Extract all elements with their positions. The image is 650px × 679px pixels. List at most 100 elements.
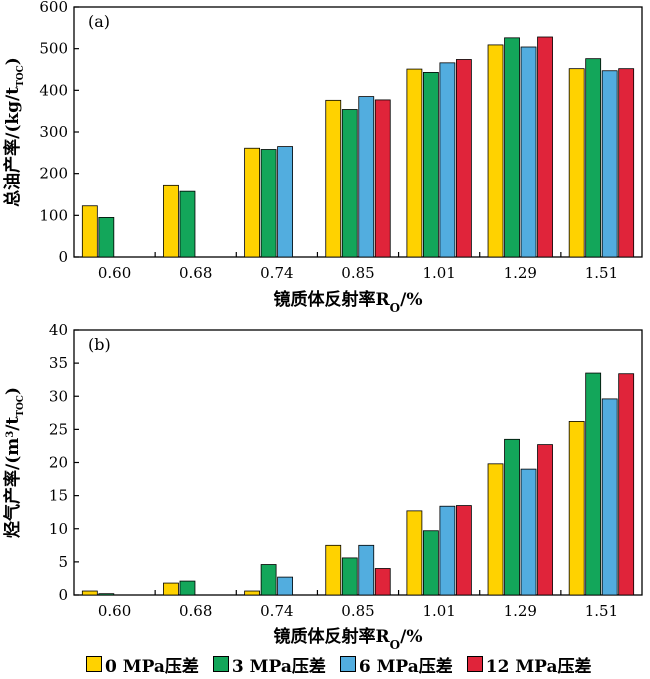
x-tick-label-b-0-68: 0.68	[179, 602, 212, 620]
bar-a-12-mpa-0-85	[374, 99, 391, 258]
bar-b-3-mpa-1-01	[422, 530, 439, 596]
bar-a-6-mpa-1-29	[520, 46, 537, 258]
bar-a-3-mpa-0-74	[260, 149, 277, 258]
bar-a-6-mpa-1-01	[439, 62, 456, 258]
bar-b-12-mpa-1-01	[455, 505, 472, 596]
y-tick-label-b-30: 30	[49, 387, 68, 405]
x-tick-label-a-1-51: 1.51	[585, 264, 618, 282]
legend: 0 MPa压差 3 MPa压差 6 MPa压差 12 MPa压差	[86, 652, 592, 677]
x-tick-label-a-0-74: 0.74	[260, 264, 293, 282]
x-tick-label-a-1-01: 1.01	[422, 264, 455, 282]
bar-b-0-mpa-1-51	[568, 421, 585, 596]
bar-b-6-mpa-1-29	[520, 468, 537, 596]
y-tick-label-b-10: 10	[49, 520, 68, 538]
y-axis-label-b: 烃气产率/(m3/tTOC)	[2, 387, 26, 538]
bar-b-0-mpa-1-29	[487, 463, 504, 596]
bar-a-12-mpa-1-51	[618, 68, 635, 258]
bar-a-0-mpa-0-74	[244, 147, 261, 258]
y-tick-label-b-35: 35	[49, 354, 68, 372]
legend-item-3mpa: 3 MPa压差	[212, 652, 326, 677]
x-tick-label-b-1-01: 1.01	[422, 602, 455, 620]
legend-swatch-6mpa	[339, 656, 356, 672]
bar-a-3-mpa-0-85	[341, 109, 358, 258]
plot-frame-b	[73, 329, 643, 596]
bar-b-0-mpa-0-85	[325, 544, 342, 596]
panel-b-chart: 0 5 10 15 20 25 30 35 40 0.60 0.68 0.74 0.85 1.01 1.29…	[2, 321, 643, 650]
bar-a-0-mpa-0-85	[325, 99, 342, 258]
legend-swatch-0mpa	[86, 656, 102, 672]
x-tick-label-a-0-68: 0.68	[179, 264, 212, 282]
bar-b-12-mpa-1-51	[618, 373, 635, 596]
bar-a-0-mpa-1-01	[406, 68, 423, 258]
y-axis-label-a: 总油产率/(kg/tTOC)	[2, 57, 26, 207]
bar-a-0-mpa-1-51	[568, 68, 585, 258]
legend-label-0mpa: 0 MPa压差	[105, 656, 199, 677]
legend-swatch-3mpa	[212, 656, 229, 672]
x-tick-label-a-1-29: 1.29	[504, 264, 537, 282]
legend-swatch-12mpa	[466, 656, 483, 672]
y-tick-label-b-25: 25	[49, 420, 68, 438]
legend-label-6mpa: 6 MPa压差	[358, 656, 453, 677]
x-tick-label-a-0-60: 0.60	[98, 264, 131, 282]
y-tick-label-a-300: 300	[39, 123, 68, 141]
bar-a-3-mpa-1-29	[504, 37, 520, 258]
bar-b-3-mpa-0-85	[341, 557, 358, 596]
bar-a-3-mpa-1-51	[585, 58, 602, 258]
y-tick-label-a-200: 200	[39, 165, 68, 183]
bar-b-3-mpa-0-74	[260, 564, 277, 596]
legend-item-12mpa: 12 MPa压差	[466, 652, 592, 677]
bar-a-0-mpa-0-68	[163, 184, 179, 258]
x-axis-label-a: 镜质体反射率RO/%	[274, 289, 423, 315]
panel-label-b: (b)	[88, 335, 111, 354]
legend-item-6mpa: 6 MPa压差	[339, 652, 453, 677]
x-tick-label-b-1-51: 1.51	[585, 602, 618, 620]
panel-a-chart: 0 100 200 300 400 500 600 0.60 0.68 0.74 0.85 1.01 1…	[2, 0, 643, 315]
y-tick-label-b-15: 15	[49, 487, 68, 505]
y-tick-label-a-0: 0	[58, 248, 68, 266]
x-axis-label-b: 镜质体反射率RO/%	[274, 626, 423, 650]
bar-b-3-mpa-1-51	[585, 372, 602, 596]
bar-b-6-mpa-1-51	[601, 398, 618, 596]
x-tick-label-b-0-74: 0.74	[260, 602, 293, 620]
bar-b-3-mpa-1-29	[504, 438, 520, 596]
bar-b-0-mpa-0-68	[163, 582, 179, 596]
legend-label-3mpa: 3 MPa压差	[231, 656, 326, 677]
y-tick-label-a-500: 500	[39, 40, 68, 58]
bar-a-12-mpa-1-01	[455, 59, 472, 258]
y-tick-label-b-20: 20	[49, 454, 68, 472]
bar-a-6-mpa-0-74	[277, 146, 294, 258]
bar-b-3-mpa-0-68	[179, 580, 196, 596]
bar-a-3-mpa-1-01	[422, 72, 439, 258]
bar-b-3-mpa-0-60	[98, 593, 115, 596]
bar-a-0-mpa-1-29	[487, 44, 504, 258]
y-tick-label-b-5: 5	[58, 553, 68, 571]
x-tick-label-b-0-85: 0.85	[341, 602, 374, 620]
bar-b-0-mpa-0-60	[81, 590, 98, 596]
y-tick-label-b-0: 0	[58, 586, 68, 604]
bar-b-12-mpa-0-85	[374, 568, 391, 596]
legend-item-0mpa: 0 MPa压差	[86, 652, 199, 677]
bar-a-3-mpa-0-60	[98, 217, 115, 258]
bar-a-3-mpa-0-68	[179, 190, 196, 258]
bar-b-0-mpa-1-01	[406, 510, 423, 596]
panel-label-a: (a)	[88, 12, 110, 31]
bar-b-6-mpa-1-01	[439, 505, 456, 596]
x-tick-label-b-0-60: 0.60	[98, 602, 131, 620]
legend-label-12mpa: 12 MPa压差	[485, 656, 592, 677]
y-tick-label-b-40: 40	[49, 321, 68, 339]
y-tick-label-a-100: 100	[39, 206, 68, 224]
bar-a-6-mpa-1-51	[601, 70, 618, 258]
plot-frame-a	[73, 6, 643, 258]
bar-b-6-mpa-0-85	[358, 544, 375, 596]
x-tick-label-a-0-85: 0.85	[341, 264, 374, 282]
bar-b-12-mpa-1-29	[537, 444, 553, 596]
y-tick-label-a-600: 600	[39, 0, 68, 16]
x-tick-label-b-1-29: 1.29	[504, 602, 537, 620]
bar-a-6-mpa-0-85	[358, 96, 375, 258]
bar-b-6-mpa-0-74	[277, 576, 294, 596]
y-tick-label-a-400: 400	[39, 81, 68, 99]
bar-b-0-mpa-0-74	[244, 590, 261, 596]
bar-a-12-mpa-1-29	[537, 36, 553, 258]
bar-a-0-mpa-0-60	[81, 205, 98, 258]
